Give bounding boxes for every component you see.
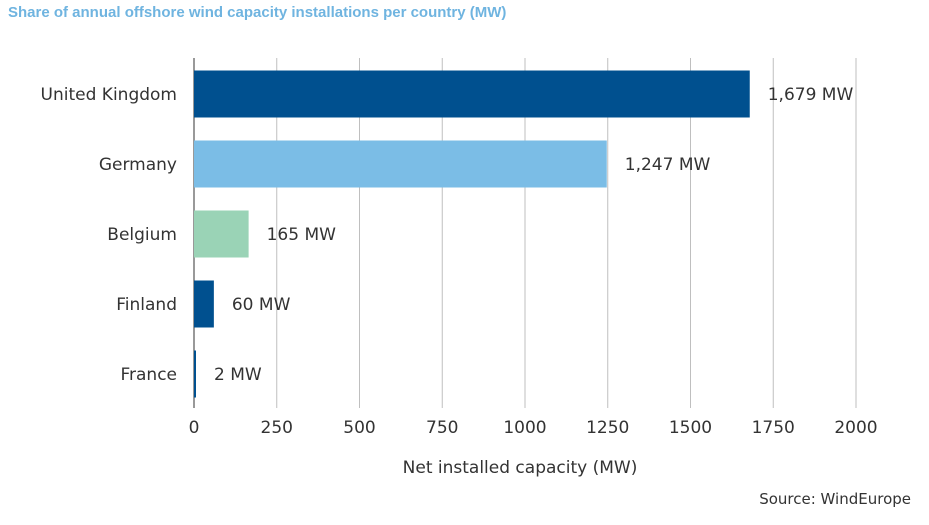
x-tick-label: 750: [426, 418, 458, 438]
bar-finland: [194, 280, 214, 328]
bar-belgium: [194, 210, 249, 258]
x-tick-label: 500: [343, 418, 375, 438]
x-tick-label: 1750: [752, 418, 795, 438]
chart-title: Share of annual offshore wind capacity i…: [8, 4, 507, 21]
value-label: 1,679 MW: [768, 85, 854, 105]
x-tick-label: 250: [261, 418, 293, 438]
x-tick-label: 0: [189, 418, 200, 438]
x-tick-label: 1250: [586, 418, 629, 438]
bar-united-kingdom: [194, 70, 750, 118]
value-label: 1,247 MW: [625, 155, 711, 175]
category-label: France: [120, 365, 177, 385]
value-label: 2 MW: [214, 365, 262, 385]
value-label: 60 MW: [232, 295, 291, 315]
category-label: Belgium: [107, 225, 177, 245]
category-label: United Kingdom: [41, 85, 177, 105]
x-axis-label: Net installed capacity (MW): [403, 458, 638, 478]
source-note: Source: WindEurope: [759, 490, 911, 508]
x-tick-label: 2000: [834, 418, 877, 438]
value-label: 165 MW: [267, 225, 337, 245]
x-tick-label: 1000: [503, 418, 546, 438]
bar-france: [194, 350, 196, 398]
category-label: Finland: [116, 295, 177, 315]
category-label: Germany: [99, 155, 177, 175]
x-tick-label: 1500: [669, 418, 712, 438]
bar-germany: [194, 140, 607, 188]
